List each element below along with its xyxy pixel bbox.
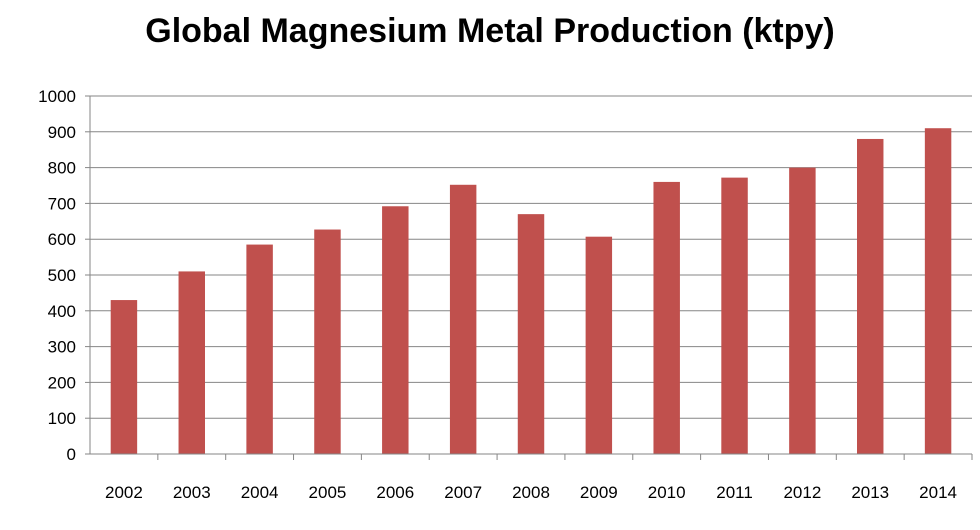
- axes: [85, 95, 973, 460]
- bar-2006: [382, 206, 409, 454]
- bar-2005: [314, 229, 341, 454]
- x-tick-label: 2005: [309, 483, 347, 502]
- bar-2003: [178, 271, 205, 454]
- y-tick-label: 500: [48, 266, 76, 285]
- y-tick-label: 300: [48, 338, 76, 357]
- x-tick-label: 2011: [716, 483, 753, 502]
- bar-2010: [653, 181, 680, 455]
- y-tick-label: 400: [48, 302, 76, 321]
- bar-2008: [517, 214, 545, 454]
- y-tick-label: 0: [67, 445, 76, 464]
- bar-2007: [449, 184, 477, 454]
- x-tick-label: 2010: [648, 483, 686, 502]
- x-tick-label: 2007: [444, 483, 482, 502]
- bar-2009: [585, 236, 613, 454]
- bar-2004: [246, 244, 273, 454]
- bars: [110, 128, 952, 455]
- x-tick-label: 2002: [105, 483, 143, 502]
- bar-2002: [110, 300, 138, 454]
- bar-2011: [721, 177, 748, 454]
- x-tick-labels: 2002 2003 2004 2005 2006 2007 2008 2009 2010 2011…: [105, 483, 957, 502]
- y-tick-label: 1000: [38, 87, 76, 106]
- y-tick-label: 800: [48, 159, 76, 178]
- y-tick-label: 900: [48, 123, 76, 142]
- x-tick-label: 2004: [241, 483, 279, 502]
- bar-2014: [924, 128, 952, 454]
- bar-2013: [857, 138, 884, 454]
- y-tick-label: 600: [48, 230, 76, 249]
- x-tick-label: 2006: [376, 483, 414, 502]
- chart-title: Global Magnesium Metal Production (ktpy): [145, 12, 835, 50]
- y-tick-label: 100: [48, 409, 76, 428]
- x-tick-label: 2008: [512, 483, 550, 502]
- y-tick-label: 200: [48, 373, 76, 392]
- x-tick-label: 2012: [783, 483, 821, 502]
- x-tick-label: 2003: [173, 483, 211, 502]
- y-tick-labels: 0 100 200 300 400 500 600 700 800 900 1000: [38, 87, 76, 464]
- x-tick-label: 2009: [580, 483, 618, 502]
- bar-2012: [789, 167, 816, 454]
- x-tick-label: 2014: [919, 483, 957, 502]
- y-tick-label: 700: [48, 194, 76, 213]
- x-tick-label: 2013: [851, 483, 889, 502]
